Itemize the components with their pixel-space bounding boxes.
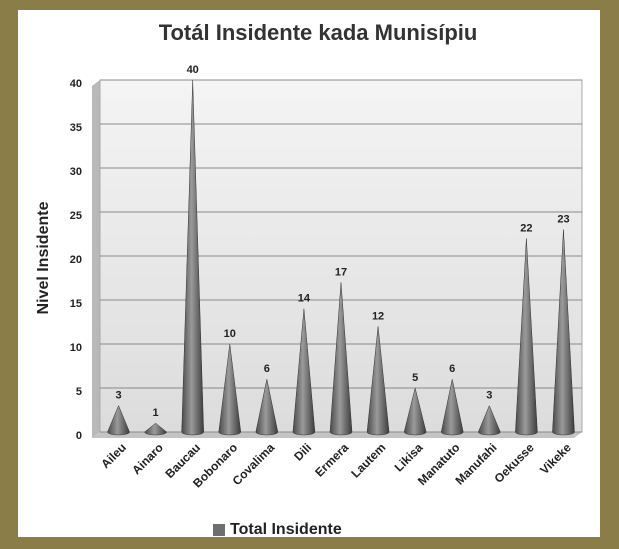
chart-title: Totál Insidente kada Munisípiu (159, 20, 478, 45)
cone (440, 379, 464, 436)
y-tick-label: 30 (70, 166, 82, 178)
cone (218, 343, 242, 436)
y-tick-label: 40 (70, 78, 82, 90)
value-label: 12 (372, 310, 384, 322)
y-tick-label: 5 (76, 386, 82, 398)
y-tick-label: 25 (70, 210, 82, 222)
y-tick-label: 0 (76, 430, 82, 442)
cone (292, 308, 316, 436)
value-label: 17 (335, 266, 347, 278)
cone (329, 282, 353, 436)
legend-swatch (213, 524, 225, 536)
value-label: 23 (557, 214, 569, 226)
cone (478, 404, 501, 436)
cone (552, 229, 575, 436)
cone (515, 238, 538, 436)
value-label: 5 (412, 372, 418, 384)
cone (403, 387, 427, 436)
cone (366, 326, 390, 436)
value-label: 6 (449, 363, 455, 375)
y-tick-label: 10 (70, 342, 82, 354)
value-label: 40 (187, 64, 199, 76)
side-wall (92, 80, 100, 438)
cone (144, 422, 167, 436)
y-axis-label: Nivel Insidente (35, 201, 52, 314)
legend-label: Total Insidente (230, 521, 342, 538)
value-label: 10 (224, 328, 236, 340)
value-label: 22 (520, 222, 532, 234)
cone (107, 404, 130, 436)
value-label: 3 (115, 390, 121, 402)
cone (255, 379, 279, 436)
y-tick-label: 15 (70, 298, 82, 310)
value-label: 1 (153, 407, 159, 419)
value-label: 3 (486, 390, 492, 402)
value-label: 6 (264, 363, 270, 375)
value-label: 14 (298, 293, 311, 305)
y-tick-label: 20 (70, 254, 82, 266)
y-tick-label: 35 (70, 122, 82, 134)
cone (181, 79, 204, 436)
